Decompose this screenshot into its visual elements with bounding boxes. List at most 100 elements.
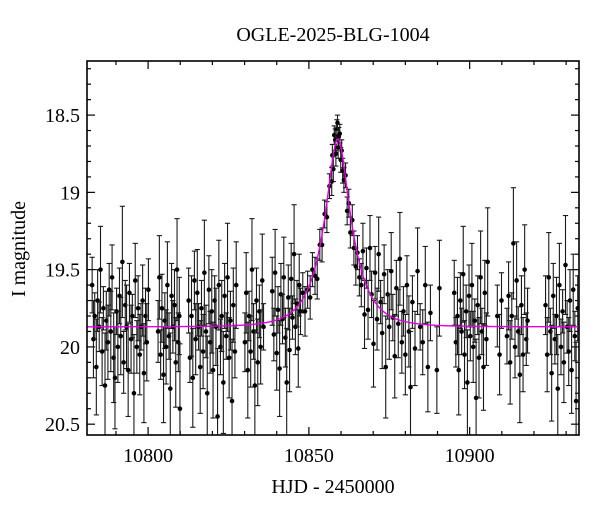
data-point xyxy=(417,303,423,351)
data-point xyxy=(274,315,280,391)
data-point xyxy=(203,304,209,359)
data-point xyxy=(412,310,418,387)
data-point xyxy=(105,304,111,380)
data-point xyxy=(163,309,169,385)
data-point xyxy=(156,235,162,320)
data-point xyxy=(300,272,306,314)
data-point xyxy=(132,242,138,319)
data-point xyxy=(472,298,478,343)
data-point xyxy=(214,347,221,435)
data-point xyxy=(219,279,225,353)
data-point xyxy=(562,214,569,316)
data-point xyxy=(575,275,579,342)
data-point xyxy=(409,275,416,329)
data-point xyxy=(129,293,135,339)
data-point xyxy=(285,264,291,331)
y-tick-label: 19.5 xyxy=(45,260,80,282)
data-point xyxy=(167,332,173,435)
data-point xyxy=(360,222,366,280)
data-point xyxy=(121,330,127,394)
data-point xyxy=(216,239,222,331)
data-point xyxy=(422,245,428,325)
data-point xyxy=(517,326,523,424)
data-point xyxy=(230,267,236,343)
data-point xyxy=(248,315,254,388)
data-point xyxy=(555,333,561,435)
data-point xyxy=(467,310,473,362)
data-point xyxy=(407,330,414,435)
data-point xyxy=(141,323,147,424)
data-point xyxy=(482,259,488,326)
data-point xyxy=(425,321,431,413)
data-point xyxy=(224,222,231,333)
data-point xyxy=(118,296,124,376)
data-point xyxy=(427,284,434,342)
data-point xyxy=(461,320,468,390)
data-point xyxy=(176,276,182,356)
data-point xyxy=(510,187,516,300)
data-point xyxy=(210,321,216,419)
data-point xyxy=(544,316,550,393)
x-tick-label: 10900 xyxy=(445,445,495,467)
x-tick-label: 10850 xyxy=(284,445,334,467)
data-point xyxy=(512,315,518,379)
data-points xyxy=(89,114,579,435)
data-point xyxy=(164,241,170,329)
data-point xyxy=(470,310,476,384)
data-point xyxy=(174,218,180,322)
data-point xyxy=(463,284,469,339)
x-tick-label: 10800 xyxy=(123,445,173,467)
data-point xyxy=(374,287,380,351)
data-point xyxy=(245,321,251,419)
data-point xyxy=(573,341,579,435)
plot-frame xyxy=(86,60,580,436)
data-point xyxy=(291,204,297,305)
data-point xyxy=(520,316,526,393)
data-point xyxy=(125,323,131,418)
data-point xyxy=(97,225,104,314)
data-point xyxy=(277,320,283,418)
data-point xyxy=(226,316,232,399)
data-point xyxy=(233,241,239,329)
model-curve xyxy=(87,137,579,328)
data-point xyxy=(286,307,293,393)
data-point xyxy=(193,303,199,376)
data-point xyxy=(194,248,200,337)
data-point xyxy=(220,330,226,435)
data-point xyxy=(253,267,260,334)
data-point xyxy=(100,286,106,331)
data-point xyxy=(498,272,505,329)
data-point xyxy=(109,244,115,311)
data-point xyxy=(370,299,377,388)
data-point xyxy=(367,214,373,282)
data-point xyxy=(227,290,234,351)
data-point xyxy=(561,321,567,404)
data-point xyxy=(135,275,141,342)
y-tick-label: 20 xyxy=(60,337,80,359)
data-point xyxy=(479,307,485,356)
data-point xyxy=(381,244,387,305)
x-axis-label: HJD - 2450000 xyxy=(271,476,395,498)
data-point xyxy=(553,276,560,356)
data-point xyxy=(464,329,471,435)
data-point xyxy=(119,205,125,319)
data-point xyxy=(145,258,152,322)
data-point xyxy=(108,290,114,373)
data-point xyxy=(397,211,403,306)
data-point xyxy=(414,227,421,316)
data-point xyxy=(201,219,207,326)
data-point xyxy=(206,255,212,325)
data-point xyxy=(361,279,368,350)
data-point xyxy=(272,228,278,317)
data-point xyxy=(190,327,196,428)
data-point xyxy=(473,338,479,435)
data-point xyxy=(383,315,389,419)
data-point xyxy=(258,309,264,385)
data-point xyxy=(191,250,198,311)
data-point xyxy=(420,309,426,376)
data-point xyxy=(186,267,192,334)
data-point xyxy=(93,318,99,416)
data-point xyxy=(460,225,466,323)
data-point xyxy=(485,207,491,317)
data-point xyxy=(569,326,575,414)
